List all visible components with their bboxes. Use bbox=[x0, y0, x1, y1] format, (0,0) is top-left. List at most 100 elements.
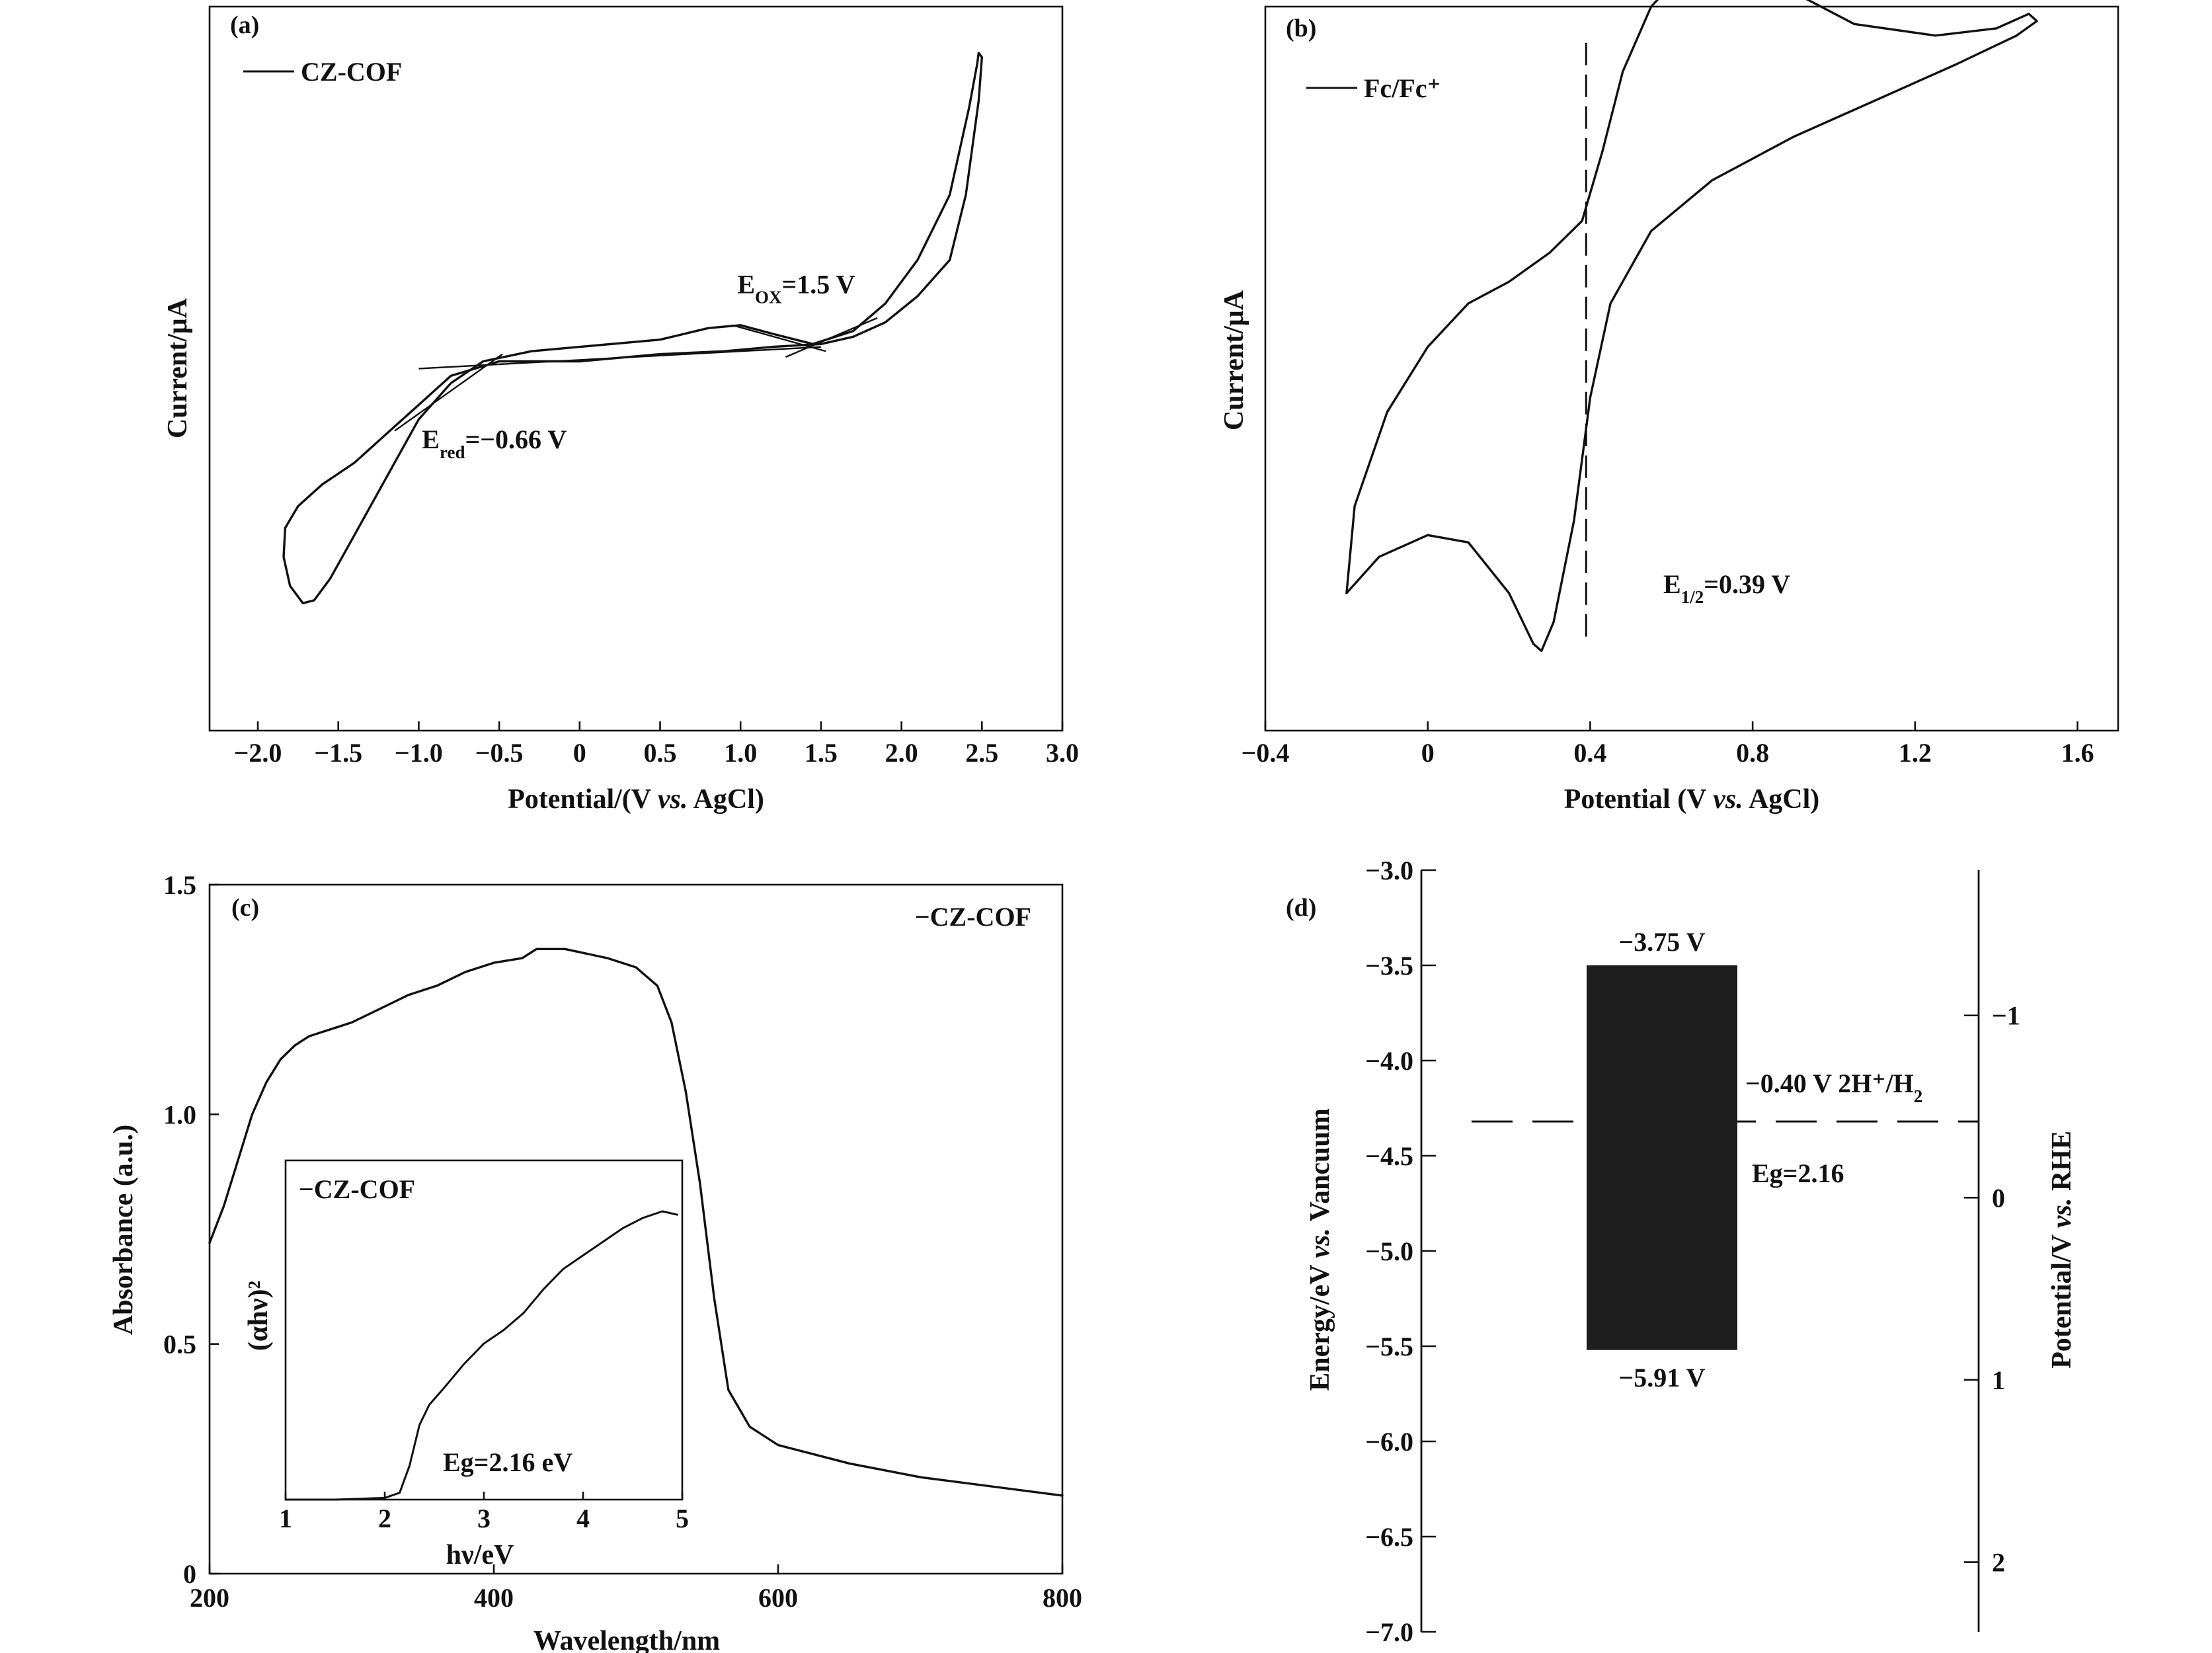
band-gap-label: Eg=2.16 bbox=[1752, 1158, 1844, 1188]
y-tick-label: 1.5 bbox=[163, 870, 196, 900]
tauc-curve bbox=[284, 1210, 678, 1501]
panel-c: (c) −CZ-COF 200 400 600 800 0 0.5 1.0 1.5 Wave… bbox=[108, 870, 1082, 1653]
x-tick-label: 0.5 bbox=[644, 738, 677, 768]
h2-reference-label: −0.40 V 2H⁺/H2 bbox=[1745, 1068, 1922, 1106]
y-axis-label-d-part1: Energy/eV bbox=[1305, 1258, 1335, 1391]
x-tick-label: 600 bbox=[758, 1583, 798, 1613]
y-tick-label: −6.0 bbox=[1365, 1427, 1413, 1457]
ered-main: E bbox=[422, 424, 440, 454]
band-bottom-label: −5.91 V bbox=[1619, 1363, 1706, 1392]
y2-tick-label: −1 bbox=[1992, 1001, 2020, 1031]
absorbance-curve bbox=[208, 947, 1064, 1497]
x-ticks-c: 200 400 600 800 bbox=[190, 1564, 1082, 1613]
panel-a: (a) CZ-COF EOX=1.5 V Ered=−0.66 V −2.0 −1… bbox=[163, 5, 1079, 815]
x-tick-label: 3 bbox=[477, 1504, 491, 1533]
y2-axis-label-d: Potential/V vs. RHE bbox=[2047, 1131, 2077, 1369]
x-tick-label: −0.4 bbox=[1242, 738, 1290, 768]
x-tick-label: 1.5 bbox=[805, 738, 838, 768]
y2-axis-label-d-part3: RHE bbox=[2047, 1131, 2077, 1198]
x-axis-label-b: Potential (V vs. AgCl) bbox=[1564, 784, 1820, 815]
inset-c: −CZ-COF Eg=2.16 eV 1 2 3 4 5 hν/eV (αhν)² bbox=[243, 1159, 689, 1570]
panel-a-label: (a) bbox=[230, 11, 259, 39]
x-tick-label: 200 bbox=[190, 1583, 229, 1613]
x-tick-label: 1.6 bbox=[2061, 738, 2094, 768]
x-tick-label: 800 bbox=[1043, 1583, 1082, 1613]
y2-tick-label: 1 bbox=[1992, 1365, 2005, 1395]
cv-curve-a bbox=[282, 52, 983, 604]
x-tick-label: −0.5 bbox=[475, 738, 524, 768]
y-tick-label: −3.0 bbox=[1365, 856, 1413, 885]
x-tick-label: 2 bbox=[378, 1504, 391, 1533]
e-half-rest: =0.39 V bbox=[1704, 569, 1790, 599]
panel-b-frame bbox=[1264, 5, 2119, 732]
x-ticks-inset: 1 2 3 4 5 bbox=[279, 1492, 689, 1533]
cv-curve-b bbox=[1345, 0, 2038, 653]
x-tick-label: −1.5 bbox=[314, 738, 362, 768]
band-gap-rect bbox=[1587, 965, 1737, 1350]
x-tick-label: 3.0 bbox=[1046, 738, 1079, 768]
y2-tick-label: 0 bbox=[1992, 1183, 2005, 1213]
x-tick-label: 5 bbox=[676, 1504, 689, 1533]
eox-sub: OX bbox=[755, 288, 782, 307]
x-axis-label-inset: hν/eV bbox=[446, 1540, 514, 1570]
e-half-main: E bbox=[1663, 569, 1681, 599]
panel-d-label: (d) bbox=[1286, 894, 1316, 922]
e-half-annotation: E1/2=0.39 V bbox=[1663, 569, 1790, 607]
legend-c-label: −CZ-COF bbox=[915, 902, 1031, 932]
legend-a-label: CZ-COF bbox=[301, 57, 402, 87]
y-axis-label-d-part3: Vancuum bbox=[1305, 1108, 1335, 1228]
ered-sub: red bbox=[440, 442, 465, 462]
x-tick-label: 2.5 bbox=[965, 738, 998, 768]
y-tick-label: −7.0 bbox=[1365, 1617, 1413, 1647]
y-ticks-c: 0 0.5 1.0 1.5 bbox=[163, 870, 219, 1589]
x-tick-label: −2.0 bbox=[234, 738, 282, 768]
x-ticks-b: −0.4 0 0.4 0.8 1.2 1.6 bbox=[1242, 721, 2094, 768]
y-tick-label: −5.0 bbox=[1365, 1236, 1413, 1266]
y-axis-label-a: Current/μA bbox=[163, 298, 193, 438]
x-ticks-a: −2.0 −1.5 −1.0 −0.5 0 0.5 1.0 1.5 2.0 2.5 3.0 bbox=[234, 721, 1079, 768]
eox-main: E bbox=[737, 270, 755, 300]
y-tick-label: 0 bbox=[183, 1559, 196, 1589]
x-axis-label-b-part1: Potential (V bbox=[1564, 784, 1714, 815]
x-tick-label: 0 bbox=[1421, 738, 1435, 768]
x-tick-label: 0.4 bbox=[1573, 738, 1606, 768]
ered-rest: =−0.66 V bbox=[465, 424, 567, 454]
panel-a-frame bbox=[208, 5, 1064, 732]
x-tick-label: 1.2 bbox=[1899, 738, 1932, 768]
y-axis-label-c: Absorbance (a.u.) bbox=[108, 1125, 139, 1336]
y-tick-label: −4.5 bbox=[1365, 1141, 1413, 1171]
x-axis-label-b-part2: vs. bbox=[1713, 784, 1743, 815]
y-tick-label: −4.0 bbox=[1365, 1046, 1413, 1076]
y2-axis-label-d-part1: Potential/V bbox=[2047, 1228, 2077, 1369]
x-tick-label: 0.8 bbox=[1736, 738, 1769, 768]
y-tick-label: −3.5 bbox=[1365, 951, 1413, 981]
y-tick-label: −6.5 bbox=[1365, 1522, 1413, 1552]
h2-reference-main: −0.40 V 2H⁺/H bbox=[1745, 1068, 1914, 1098]
y2-ticks-d: −1 0 1 2 bbox=[1964, 1001, 2020, 1578]
x-tick-label: 1 bbox=[279, 1504, 292, 1533]
x-axis-label-a: Potential/(V vs. AgCl) bbox=[508, 784, 764, 815]
h2-reference-sub: 2 bbox=[1914, 1086, 1923, 1106]
y-tick-label: 1.0 bbox=[163, 1100, 196, 1129]
x-tick-label: 4 bbox=[576, 1504, 590, 1533]
x-axis-label-c: Wavelength/nm bbox=[533, 1626, 720, 1653]
y-axis-label-inset: (αhν)² bbox=[243, 1281, 274, 1351]
x-tick-label: −1.0 bbox=[395, 738, 443, 768]
y-tick-label: 0.5 bbox=[163, 1330, 196, 1359]
panel-c-label: (c) bbox=[231, 894, 259, 922]
ered-annotation: Ered=−0.66 V bbox=[422, 424, 567, 462]
y2-axis-label-d-part2: vs. bbox=[2047, 1198, 2077, 1229]
e-half-sub: 1/2 bbox=[1681, 587, 1704, 607]
y-axis-label-d-part2: vs. bbox=[1305, 1228, 1335, 1258]
inset-legend-label: −CZ-COF bbox=[299, 1174, 415, 1204]
x-axis-label-a-part2: vs. bbox=[658, 784, 688, 815]
x-axis-label-a-part1: Potential/(V bbox=[508, 784, 658, 815]
x-axis-label-b-part3: AgCl) bbox=[1743, 784, 1820, 815]
panel-c-frame bbox=[208, 883, 1064, 1575]
eox-annotation: EOX=1.5 V bbox=[737, 270, 855, 307]
eox-rest: =1.5 V bbox=[782, 270, 855, 300]
x-tick-label: 2.0 bbox=[885, 738, 918, 768]
y-axis-label-b: Current/μA bbox=[1219, 290, 1249, 430]
band-top-label: −3.75 V bbox=[1619, 927, 1706, 957]
x-axis-label-a-part3: AgCl) bbox=[688, 784, 764, 815]
